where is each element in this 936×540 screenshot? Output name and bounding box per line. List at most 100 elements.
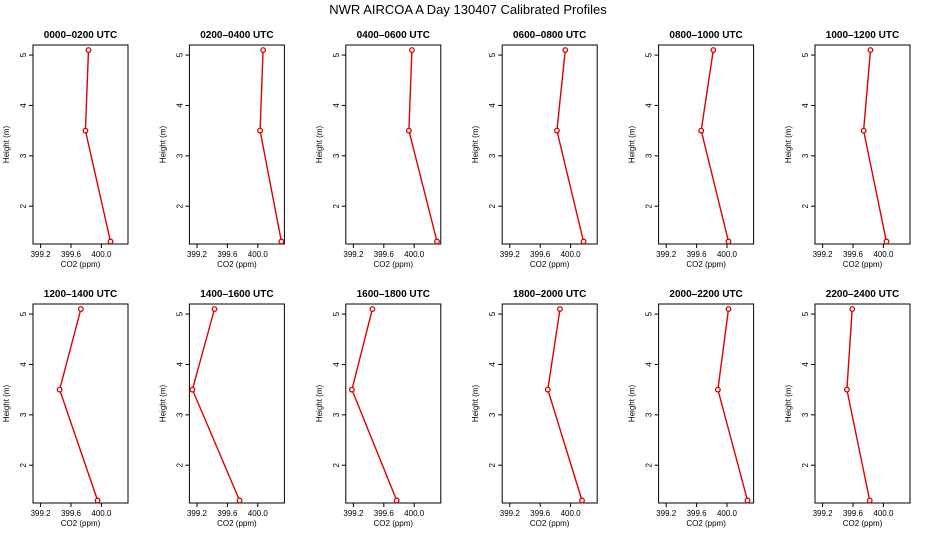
y-tick-label: 4	[19, 103, 28, 108]
y-tick-label: 5	[332, 52, 341, 57]
x-axis-label: CO2 (ppm)	[843, 519, 883, 528]
x-tick-label: 399.6	[374, 250, 395, 259]
y-axis-label: Height (m)	[471, 125, 480, 163]
y-tick-label: 3	[175, 412, 184, 417]
y-tick-label: 4	[488, 103, 497, 108]
series-line	[84, 49, 112, 242]
x-tick-label: 400.0	[248, 509, 269, 518]
x-tick-label: 400.0	[717, 250, 738, 259]
plot-frame	[658, 303, 755, 504]
data-point	[393, 497, 400, 504]
x-tick-label: 399.2	[31, 509, 52, 518]
x-tick-label: 399.6	[530, 250, 551, 259]
x-tick-label: 399.2	[500, 509, 521, 518]
data-point	[82, 127, 89, 134]
x-tick-label: 400.0	[404, 509, 425, 518]
data-point	[211, 306, 218, 312]
y-tick-label: 2	[488, 462, 497, 467]
x-axis-label: CO2 (ppm)	[686, 519, 726, 528]
x-tick-label: 400.0	[561, 250, 582, 259]
y-tick-label: 3	[645, 153, 654, 158]
y-axis-label: Height (m)	[2, 125, 11, 163]
y-axis-label: Height (m)	[784, 384, 793, 422]
y-tick-label: 4	[175, 103, 184, 108]
data-point	[348, 386, 355, 393]
x-axis-label: CO2 (ppm)	[217, 260, 257, 269]
panel-title: 0400–0600 UTC	[357, 30, 430, 41]
y-tick-label: 5	[801, 52, 810, 57]
y-tick-label: 4	[332, 362, 341, 367]
y-tick-label: 3	[175, 153, 184, 158]
panel-title: 2200–2400 UTC	[826, 289, 899, 300]
x-axis-label: CO2 (ppm)	[61, 519, 101, 528]
x-tick-label: 399.2	[343, 250, 364, 259]
panel-title: 0600–0800 UTC	[513, 30, 586, 41]
data-point	[714, 386, 721, 393]
series-line	[351, 308, 398, 501]
series-line	[717, 308, 749, 501]
panel-title: 1200–1400 UTC	[44, 289, 117, 300]
x-axis-label: CO2 (ppm)	[530, 260, 570, 269]
x-tick-label: 399.6	[61, 250, 82, 259]
data-point	[557, 306, 563, 312]
x-tick-label: 399.2	[813, 509, 834, 518]
y-tick-label: 5	[488, 52, 497, 57]
x-axis-label: CO2 (ppm)	[530, 519, 570, 528]
y-tick-label: 4	[175, 362, 184, 367]
plot-frame	[814, 303, 911, 504]
y-axis-label: Height (m)	[471, 384, 480, 422]
x-axis-label: CO2 (ppm)	[374, 260, 414, 269]
y-tick-label: 2	[175, 203, 184, 208]
figure-title: NWR AIRCOA A Day 130407 Calibrated Profi…	[329, 2, 607, 17]
plot-frame	[32, 303, 129, 504]
x-tick-label: 399.6	[61, 509, 82, 518]
panel-title: 1400–1600 UTC	[200, 289, 273, 300]
y-tick-label: 4	[488, 362, 497, 367]
data-point	[408, 47, 415, 53]
series-line	[259, 49, 283, 242]
plot-frame	[658, 44, 755, 245]
series-line	[862, 49, 888, 242]
data-point	[553, 127, 560, 134]
panel-title: 1000–1200 UTC	[826, 30, 899, 41]
plot-frame	[345, 44, 442, 245]
x-tick-label: 399.6	[687, 250, 708, 259]
series-line	[846, 308, 871, 501]
data-point	[107, 238, 114, 245]
x-tick-label: 399.2	[656, 509, 677, 518]
y-tick-label: 4	[19, 362, 28, 367]
x-tick-label: 399.2	[656, 250, 677, 259]
y-axis-label: Height (m)	[628, 384, 637, 422]
y-tick-label: 5	[175, 311, 184, 316]
data-point	[77, 306, 84, 312]
x-tick-label: 399.2	[187, 509, 208, 518]
x-tick-label: 399.6	[843, 509, 864, 518]
y-tick-label: 2	[19, 203, 28, 208]
data-point	[257, 127, 264, 134]
data-point	[860, 127, 867, 134]
series-line	[547, 308, 583, 501]
plot-frame	[501, 44, 598, 245]
data-point	[883, 238, 890, 245]
y-axis-label: Height (m)	[2, 384, 11, 422]
y-tick-label: 4	[332, 103, 341, 108]
y-tick-label: 3	[332, 412, 341, 417]
data-point	[236, 497, 243, 504]
y-tick-label: 2	[488, 203, 497, 208]
x-tick-label: 399.6	[843, 250, 864, 259]
y-axis-label: Height (m)	[315, 384, 324, 422]
panel-title: 0800–1000 UTC	[669, 30, 742, 41]
panel-title: 1800–2000 UTC	[513, 289, 586, 300]
x-axis-label: CO2 (ppm)	[374, 519, 414, 528]
x-tick-label: 399.6	[217, 509, 238, 518]
panel-title: 2000–2200 UTC	[669, 289, 742, 300]
x-axis-label: CO2 (ppm)	[217, 519, 257, 528]
data-point	[562, 47, 569, 53]
data-point	[369, 306, 376, 312]
x-tick-label: 399.6	[374, 509, 395, 518]
